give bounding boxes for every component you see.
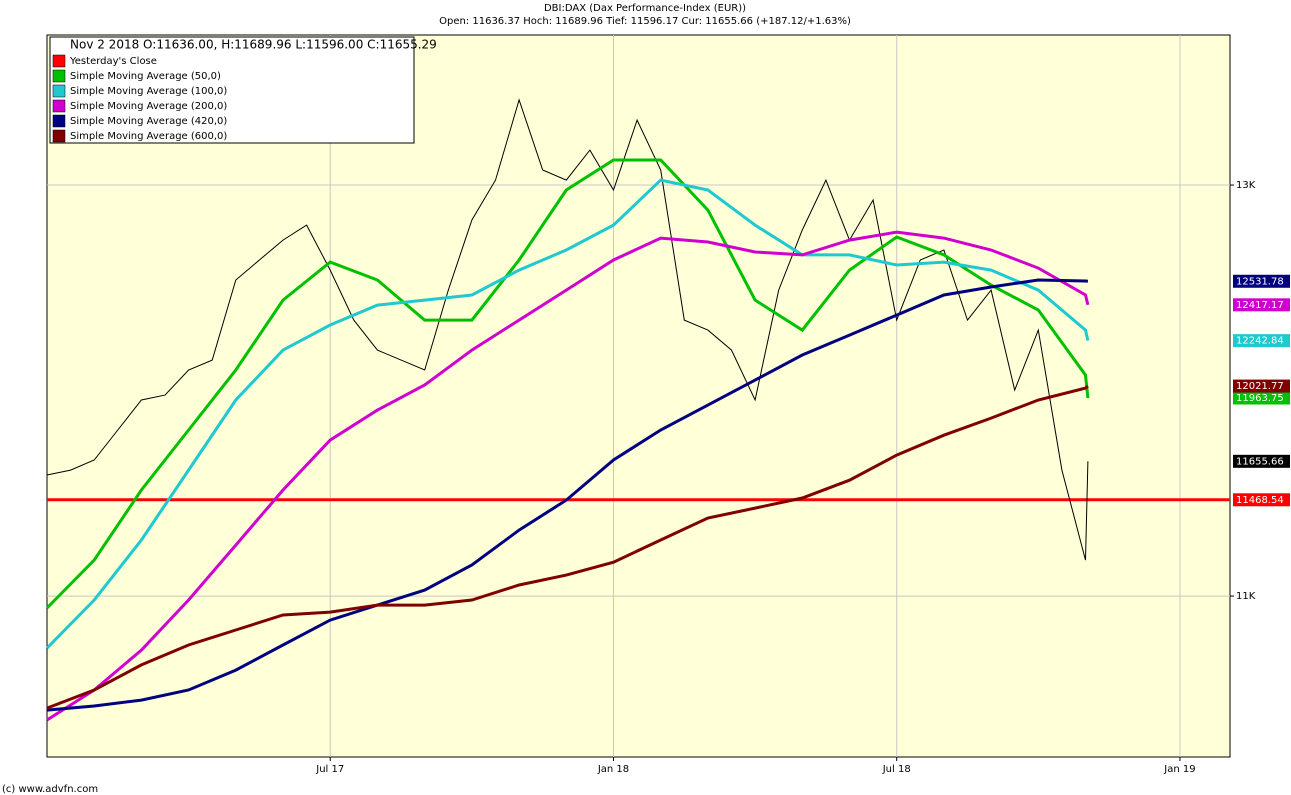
y-tick-label: 13K bbox=[1236, 180, 1256, 191]
legend-label: Simple Moving Average (600,0) bbox=[70, 131, 227, 142]
x-tick-label: Jan 18 bbox=[597, 764, 629, 775]
value-tag-label: 12531.78 bbox=[1236, 276, 1284, 287]
legend-header: Nov 2 2018 O:11636.00, H:11689.96 L:1159… bbox=[70, 38, 437, 52]
value-tag bbox=[1233, 379, 1290, 393]
legend-label: Simple Moving Average (50,0) bbox=[70, 71, 221, 82]
legend-swatch bbox=[52, 54, 66, 68]
value-tag-label: 12417.17 bbox=[1236, 300, 1284, 311]
legend bbox=[49, 36, 415, 144]
y-tick-label: 11K bbox=[1236, 591, 1256, 602]
sma-line bbox=[45, 178, 1090, 650]
legend-swatch bbox=[52, 114, 66, 128]
value-tag bbox=[1233, 274, 1290, 288]
sma-line bbox=[46, 230, 1090, 722]
legend-label: Simple Moving Average (200,0) bbox=[70, 101, 227, 112]
legend-swatch bbox=[52, 69, 66, 83]
chart-title: DBI:DAX (Dax Performance-Index (EUR)) bbox=[544, 3, 746, 14]
chart-subtitle: Open: 11636.37 Hoch: 11689.96 Tief: 1159… bbox=[439, 16, 851, 27]
legend-label: Simple Moving Average (420,0) bbox=[70, 116, 227, 127]
legend-label: Simple Moving Average (100,0) bbox=[70, 86, 227, 97]
sma-line bbox=[46, 384, 1089, 710]
legend-label: Yesterday's Close bbox=[69, 56, 157, 67]
value-tag-label: 11963.75 bbox=[1236, 393, 1284, 404]
x-tick-label: Jul 17 bbox=[315, 764, 344, 775]
legend-swatch bbox=[52, 129, 66, 143]
sma-line bbox=[45, 158, 1090, 610]
sma-line bbox=[46, 278, 1089, 712]
value-tag-label: 12021.77 bbox=[1236, 381, 1284, 392]
value-tag-label: 11655.66 bbox=[1236, 456, 1284, 467]
value-tag bbox=[1233, 493, 1290, 507]
footer: (c) www.advfn.com bbox=[2, 784, 98, 795]
value-tag-label: 12242.84 bbox=[1236, 336, 1284, 347]
value-tag bbox=[1233, 391, 1290, 405]
plot-area bbox=[46, 34, 1231, 758]
x-tick-label: Jan 19 bbox=[1163, 764, 1195, 775]
legend-swatch bbox=[52, 84, 66, 98]
value-tag bbox=[1233, 334, 1290, 348]
value-tag bbox=[1233, 454, 1290, 468]
legend-swatch bbox=[52, 99, 66, 113]
price-line bbox=[46, 98, 1089, 561]
x-tick-label: Jul 18 bbox=[882, 764, 911, 775]
value-tag bbox=[1233, 298, 1290, 312]
value-tag-label: 11468.54 bbox=[1236, 495, 1284, 506]
